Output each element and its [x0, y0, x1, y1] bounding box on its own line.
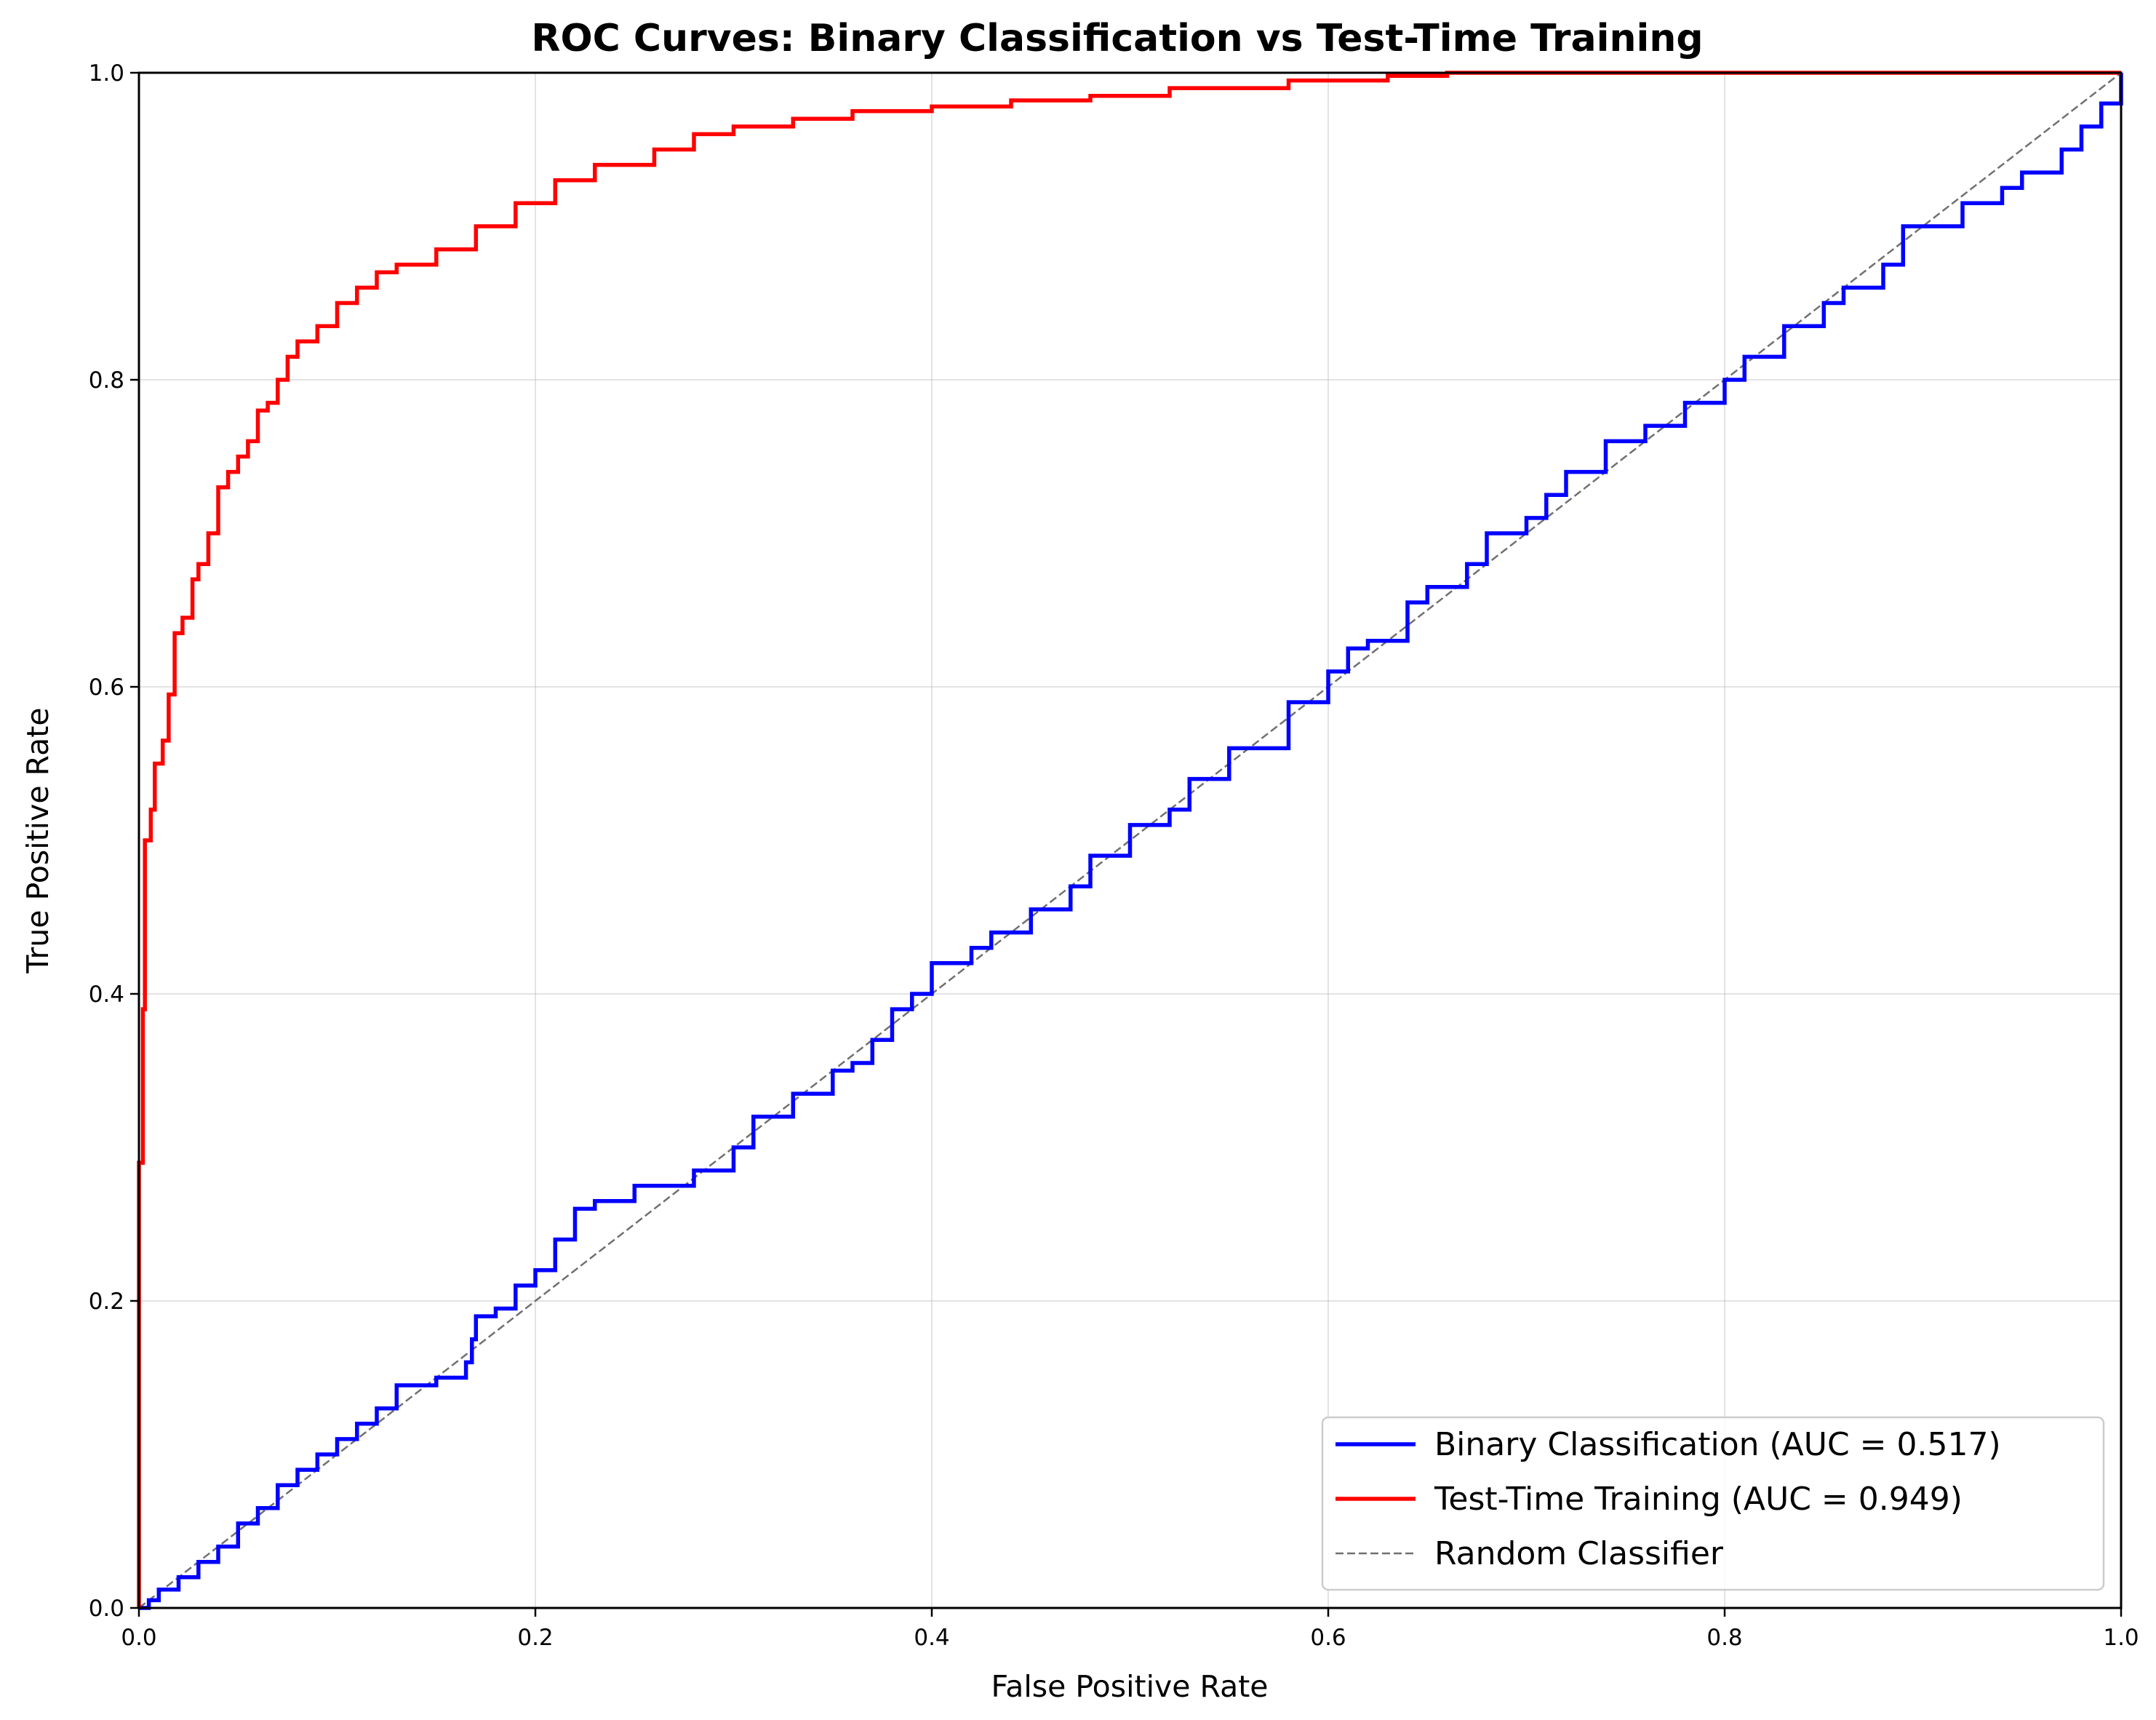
x-tick-label: 1.0 — [2103, 1625, 2139, 1651]
y-tick-label: 1.0 — [89, 60, 124, 87]
x-axis-label: False Positive Rate — [991, 1669, 1268, 1704]
legend-box — [1321, 1416, 2105, 1591]
y-tick-label: 0.2 — [89, 1289, 124, 1315]
legend-label-test-time-training: Test-Time Training (AUC = 0.949) — [1434, 1481, 1963, 1518]
random-classifier-line — [138, 72, 2122, 1609]
y-tick-label: 0.8 — [89, 367, 124, 394]
x-tick-label: 0.0 — [121, 1625, 156, 1651]
test-time-training-line — [137, 71, 2121, 1608]
y-tick-label: 0.4 — [89, 982, 124, 1008]
series-lines — [137, 71, 2123, 1610]
legend: Binary Classification (AUC = 0.517) Test-… — [1321, 1416, 2105, 1591]
legend-label-random-classifier: Random Classifier — [1434, 1535, 1724, 1572]
chart-title: ROC Curves: Binary Classification vs Tes… — [531, 17, 1703, 60]
grid-lines — [138, 72, 2122, 1609]
y-axis-label: True Positive Rate — [20, 707, 55, 974]
x-tick-label: 0.6 — [1310, 1625, 1346, 1651]
x-tick-label: 0.2 — [517, 1625, 553, 1651]
legend-label-binary-classification: Binary Classification (AUC = 0.517) — [1434, 1426, 2001, 1463]
y-tick-label: 0.6 — [89, 674, 124, 701]
y-tick-label: 0.0 — [89, 1596, 124, 1622]
plot-area-frame — [137, 71, 2123, 1609]
axis-ticks: 0.0 0.2 0.4 0.6 0.8 1.0 0.0 0.2 0.4 0.6 0.8 1.0 — [89, 60, 2139, 1651]
binary-classification-line — [139, 73, 2123, 1610]
x-tick-label: 0.8 — [1706, 1625, 1742, 1651]
x-tick-label: 0.4 — [914, 1625, 949, 1651]
